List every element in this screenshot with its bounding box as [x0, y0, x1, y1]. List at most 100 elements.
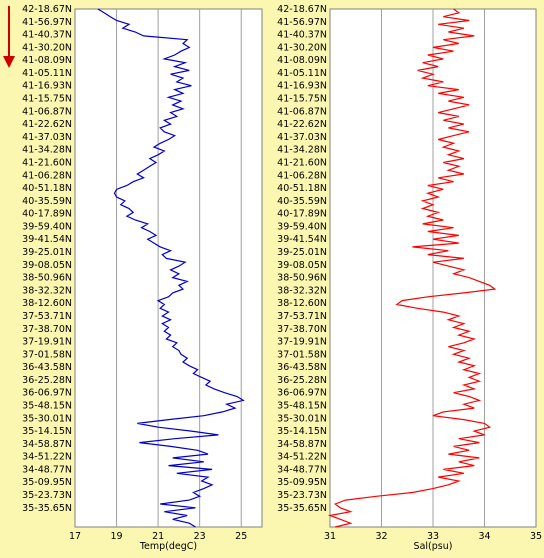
sal-lat-label: 35-30.01N [277, 413, 327, 424]
temp-lat-label: 41-21.60N [22, 157, 72, 168]
sal-lat-label: 37-01.58N [277, 349, 327, 360]
sal-lat-label: 40-17.89N [277, 209, 327, 220]
temp-lat-label: 41-40.37N [22, 30, 72, 41]
temp-x-tick-label: 19 [111, 531, 123, 542]
sal-x-tick-label: 32 [375, 531, 387, 542]
temp-lat-label: 41-08.09N [22, 55, 72, 66]
sal-lat-label: 35-35.65N [277, 503, 327, 514]
temp-lat-label: 39-41.54N [22, 234, 72, 245]
temp-lat-label: 40-51.18N [22, 183, 72, 194]
sal-lat-label: 35-23.73N [277, 490, 327, 501]
sal-x-tick-label: 34 [478, 531, 490, 542]
sal-lat-label: 38-12.60N [277, 298, 327, 309]
depth-arrow-head [3, 56, 15, 68]
temp-lat-label: 37-19.91N [22, 337, 72, 348]
temp-lat-label: 41-30.20N [22, 42, 72, 53]
temp-series-line [97, 8, 245, 528]
sal-lat-label: 41-05.11N [277, 68, 327, 79]
temp-lat-label: 35-48.15N [22, 400, 72, 411]
temp-lat-label: 35-30.01N [22, 413, 72, 424]
sal-lat-label: 36-25.28N [277, 375, 327, 386]
temp-lat-label: 42-18.67N [22, 4, 72, 15]
sal-lat-label: 34-51.22N [277, 452, 327, 463]
sal-lat-label: 39-41.54N [277, 234, 327, 245]
sal-lat-label: 40-35.59N [277, 196, 327, 207]
sal-lat-label: 35-09.95N [277, 477, 327, 488]
temp-lat-label: 41-05.11N [22, 68, 72, 79]
temp-lat-label: 37-01.58N [22, 349, 72, 360]
sal-series-line [327, 8, 497, 528]
sal-x-axis-label: Sal(psu) [414, 541, 453, 552]
temp-lat-label: 36-06.97N [22, 388, 72, 399]
temp-x-tick-label: 25 [235, 531, 247, 542]
sal-lat-label: 38-32.32N [277, 285, 327, 296]
sal-x-tick-label: 31 [324, 531, 336, 542]
temp-lat-label: 41-22.62N [22, 119, 72, 130]
temp-lat-label: 37-53.71N [22, 311, 72, 322]
sal-lat-label: 41-06.28N [277, 170, 327, 181]
temp-lat-label: 41-16.93N [22, 81, 72, 92]
sal-lat-label: 42-18.67N [277, 4, 327, 15]
sal-lat-label: 37-53.71N [277, 311, 327, 322]
sal-lat-label: 39-59.40N [277, 221, 327, 232]
sal-x-tick-label: 35 [530, 531, 542, 542]
temp-lat-label: 34-58.87N [22, 439, 72, 450]
temp-lat-label: 41-56.97N [22, 17, 72, 28]
temp-lat-label: 41-15.75N [22, 94, 72, 105]
sal-lat-label: 34-58.87N [277, 439, 327, 450]
temp-lat-label: 39-08.05N [22, 260, 72, 271]
sal-lat-label: 41-08.09N [277, 55, 327, 66]
sal-lat-label: 41-56.97N [277, 17, 327, 28]
sal-lat-label: 41-21.60N [277, 157, 327, 168]
sal-lat-label: 41-34.28N [277, 145, 327, 156]
temp-lat-label: 40-35.59N [22, 196, 72, 207]
sal-lat-label: 39-25.01N [277, 247, 327, 258]
temp-x-tick-label: 17 [69, 531, 81, 542]
temp-lat-label: 38-12.60N [22, 298, 72, 309]
temp-lat-label: 39-25.01N [22, 247, 72, 258]
temp-lat-label: 38-32.32N [22, 285, 72, 296]
depth-arrow [3, 6, 15, 68]
temp-x-tick-label: 21 [152, 531, 164, 542]
temp-lat-label: 36-25.28N [22, 375, 72, 386]
sal-lat-label: 36-43.58N [277, 362, 327, 373]
sal-lat-label: 41-30.20N [277, 42, 327, 53]
temp-plot-area [74, 8, 263, 528]
temp-lat-label: 35-23.73N [22, 490, 72, 501]
temp-lat-label: 41-06.87N [22, 106, 72, 117]
temp-x-tick-label: 23 [194, 531, 206, 542]
temp-lat-label: 41-06.28N [22, 170, 72, 181]
sal-lat-label: 37-19.91N [277, 337, 327, 348]
temp-lat-label: 35-09.95N [22, 477, 72, 488]
sal-x-tick-label: 33 [427, 531, 439, 542]
temp-lat-label: 35-14.15N [22, 426, 72, 437]
sal-lat-label: 40-51.18N [277, 183, 327, 194]
temp-lat-label: 35-35.65N [22, 503, 72, 514]
temp-x-axis-label: Temp(degC) [139, 541, 197, 552]
temp-lat-label: 39-59.40N [22, 221, 72, 232]
sal-lat-label: 37-38.70N [277, 324, 327, 335]
sal-lat-label: 41-16.93N [277, 81, 327, 92]
temp-lat-label: 34-48.77N [22, 464, 72, 475]
temp-lat-label: 36-43.58N [22, 362, 72, 373]
sal-lat-label: 36-06.97N [277, 388, 327, 399]
sal-lat-label: 41-22.62N [277, 119, 327, 130]
temp-lat-label: 41-34.28N [22, 145, 72, 156]
sal-lat-label: 41-40.37N [277, 30, 327, 41]
temp-lat-label: 37-38.70N [22, 324, 72, 335]
sal-lat-label: 41-37.03N [277, 132, 327, 143]
sal-lat-label: 34-48.77N [277, 464, 327, 475]
sal-lat-label: 39-08.05N [277, 260, 327, 271]
temp-lat-label: 40-17.89N [22, 209, 72, 220]
temp-lat-label: 41-37.03N [22, 132, 72, 143]
sal-lat-label: 35-14.15N [277, 426, 327, 437]
sal-lat-label: 35-48.15N [277, 400, 327, 411]
sal-lat-label: 41-15.75N [277, 94, 327, 105]
temp-lat-label: 38-50.96N [22, 273, 72, 284]
temp-lat-label: 34-51.22N [22, 452, 72, 463]
sal-lat-label: 41-06.87N [277, 106, 327, 117]
